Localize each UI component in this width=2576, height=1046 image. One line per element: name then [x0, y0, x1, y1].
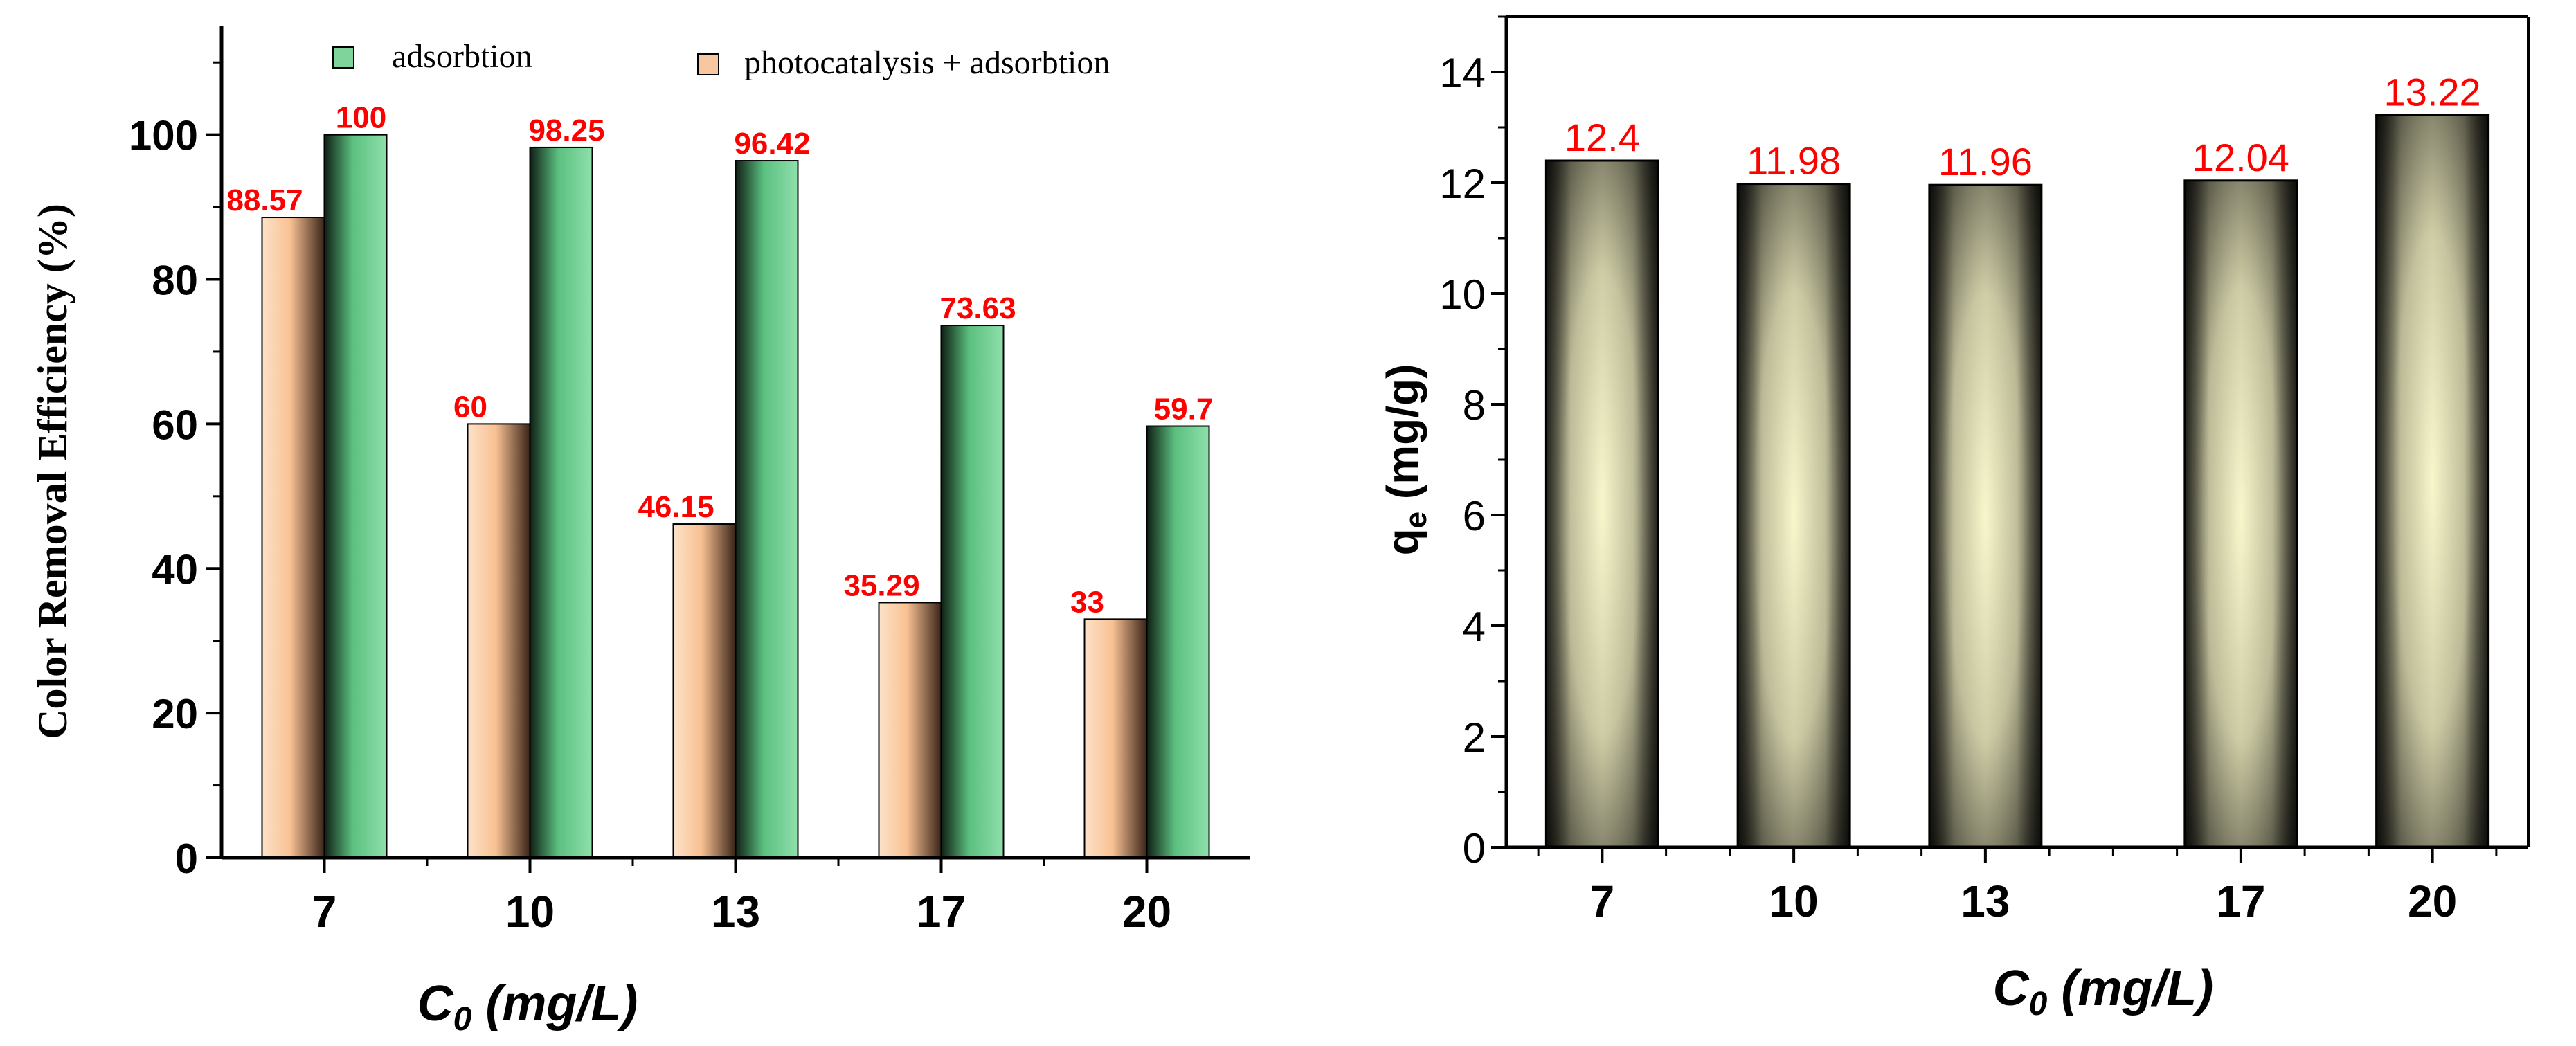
- x-tick-label: 20: [1122, 887, 1171, 937]
- bars-group: [1544, 114, 2490, 849]
- y-axis-label-sub: e: [1399, 512, 1433, 528]
- legend-label-adsorbtion: adsorbtion: [392, 38, 532, 75]
- y-axis-label-base: q: [1378, 528, 1427, 555]
- legend-swatch-adsorbtion: [332, 46, 354, 69]
- axes-group: [1504, 15, 2530, 849]
- data-label: 35.29: [843, 568, 919, 602]
- bar-photocatalysis: [878, 602, 942, 858]
- data-label: 100: [336, 101, 386, 135]
- ticks-group: 0 20 40 60 80 100 7 10 13 17 20: [129, 61, 1171, 937]
- data-labels-group: 88.57 100 60 98.25 46.15 96.42 35.29 73.63 33 59.…: [226, 101, 1213, 620]
- x-axis-label-rest: (mg/L): [2047, 961, 2213, 1016]
- data-label: 98.25: [528, 114, 604, 147]
- color-removal-chart: 0 20 40 60 80 100 7 10 13 17 20 88.57 100 60 98.25 46.…: [30, 26, 1250, 1038]
- x-axis-label-sub: 0: [453, 1001, 472, 1038]
- x-tick-label: 7: [1590, 876, 1615, 926]
- y-tick-label: 80: [152, 258, 198, 304]
- bar-photocatalysis: [1083, 618, 1148, 859]
- legend-label-photocatalysis: photocatalysis + adsorbtion: [744, 44, 1110, 81]
- data-label: 73.63: [939, 291, 1016, 325]
- x-tick-label: 13: [711, 887, 760, 937]
- data-label: 12.04: [2192, 136, 2289, 179]
- x-axis-label: C0 (mg/L): [1993, 961, 2214, 1022]
- x-tick-label: 10: [1769, 876, 1819, 926]
- data-label: 33: [1070, 585, 1104, 619]
- bar-qe-shade: [1928, 183, 2043, 849]
- y-tick-label: 14: [1439, 50, 1486, 96]
- x-tick-label: 13: [1961, 876, 2010, 926]
- x-axis-label-base: C: [417, 976, 454, 1031]
- y-tick-label: 8: [1463, 382, 1486, 429]
- bar-photocatalysis: [261, 217, 325, 858]
- bar-adsorbtion: [1146, 425, 1210, 858]
- y-axis-label: Color Removal Efficiency (%): [30, 204, 75, 739]
- x-tick-label: 17: [2216, 876, 2265, 926]
- data-label: 96.42: [734, 127, 810, 161]
- x-axis-label: C0 (mg/L): [417, 976, 638, 1038]
- bar-qe-shade: [1544, 159, 1659, 849]
- legend-swatch-photocatalysis: [697, 53, 719, 75]
- x-tick-label: 7: [312, 887, 337, 937]
- bar-qe-shade: [2375, 114, 2490, 849]
- y-tick-label: 10: [1439, 271, 1486, 318]
- x-axis-label-sub: 0: [2029, 986, 2048, 1022]
- bar-qe-shade: [2183, 179, 2298, 849]
- x-tick-label: 10: [505, 887, 555, 937]
- y-tick-label: 40: [152, 546, 198, 593]
- bar-qe-shade: [1736, 183, 1851, 849]
- x-tick-label: 20: [2408, 876, 2457, 926]
- y-tick-label: 0: [175, 836, 198, 882]
- data-labels-group: 12.4 11.98 11.96 12.04 13.22: [1565, 70, 2481, 183]
- qe-chart: 0 2 4 6 8 10 12 14 7 10 13 17 20 12.4 11.98 11.96 12.04…: [1378, 15, 2530, 1022]
- data-label: 11.96: [1938, 140, 2033, 183]
- x-axis-label-base: C: [1993, 961, 2030, 1016]
- bar-adsorbtion: [529, 146, 593, 859]
- y-tick-label: 12: [1439, 161, 1486, 207]
- y-tick-label: 6: [1463, 493, 1486, 539]
- data-label: 13.22: [2384, 70, 2481, 114]
- data-label: 60: [453, 390, 487, 424]
- bars-group: [261, 134, 1210, 859]
- y-tick-label: 100: [129, 113, 198, 159]
- data-label: 46.15: [638, 490, 714, 524]
- y-tick-label: 4: [1463, 604, 1486, 650]
- x-tick-label: 17: [917, 887, 966, 937]
- bar-adsorbtion: [323, 134, 388, 858]
- data-label: 12.4: [1565, 116, 1640, 159]
- ticks-group: 0 2 4 6 8 10 12 14 7 10 13 17 20: [1439, 15, 2498, 926]
- y-axis-label-rest: (mg/g): [1378, 364, 1427, 512]
- y-tick-label: 60: [152, 402, 198, 448]
- bar-adsorbtion: [735, 160, 799, 858]
- y-tick-label: 20: [152, 691, 198, 737]
- data-label: 88.57: [226, 183, 303, 217]
- data-label: 59.7: [1154, 393, 1214, 426]
- bar-photocatalysis: [467, 423, 531, 858]
- y-tick-label: 0: [1463, 825, 1486, 872]
- bar-photocatalysis: [672, 523, 737, 859]
- bar-adsorbtion: [940, 325, 1005, 858]
- y-axis-label: qe (mg/g): [1378, 364, 1433, 556]
- data-label: 11.98: [1747, 139, 1841, 183]
- x-axis-label-rest: (mg/L): [471, 976, 638, 1031]
- y-tick-label: 2: [1463, 714, 1486, 761]
